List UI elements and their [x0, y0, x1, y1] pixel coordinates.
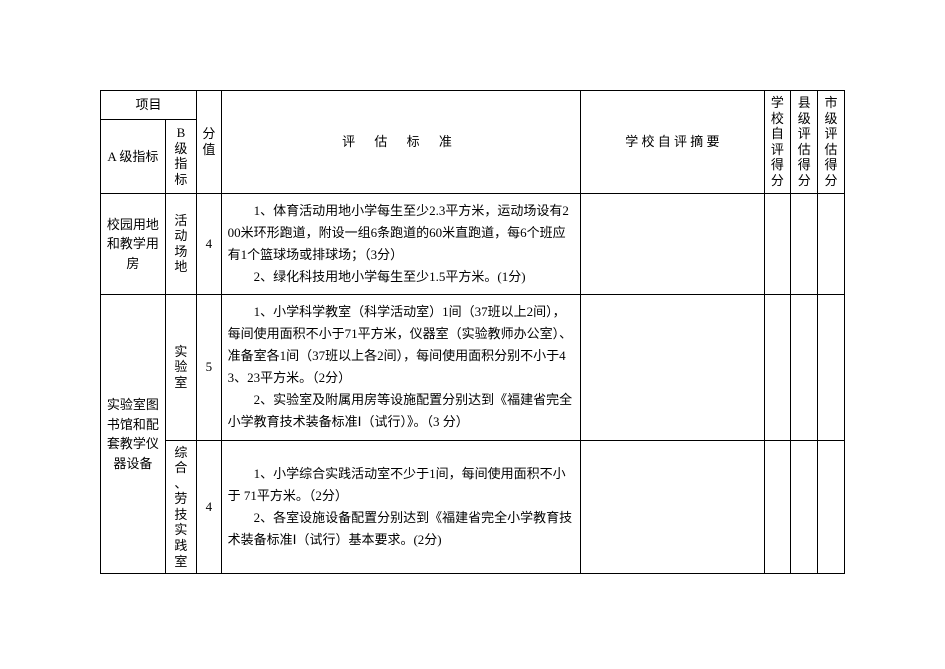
hdr-self-summary: 学 校 自 评 摘 要 — [581, 91, 764, 194]
hdr-county-score: 县级评估得分 — [791, 91, 818, 194]
evaluation-table: 项目 分值 评 估 标 准 学 校 自 评 摘 要 学校自评得分 县级评估得分 … — [100, 90, 845, 574]
self-summary-cell — [581, 193, 764, 294]
school-score-cell — [764, 440, 791, 574]
a-indicator-lab: 实验室图书馆和配套教学仪器设备 — [101, 294, 166, 573]
b-indicator-lab: 实验室 — [165, 294, 196, 440]
criteria-text: 1、小学综合实践活动室不少于1间，每间使用面积不小于 71平方米。（2分） 2、… — [221, 440, 581, 574]
hdr-project: 项目 — [101, 91, 197, 120]
hdr-score: 分值 — [197, 91, 222, 194]
score-value: 4 — [197, 193, 222, 294]
hdr-city-score: 市级评估得分 — [818, 91, 845, 194]
hdr-a-level: A 级指标 — [101, 120, 166, 193]
school-score-cell — [764, 193, 791, 294]
county-score-cell — [791, 440, 818, 574]
hdr-school-score: 学校自评得分 — [764, 91, 791, 194]
b-indicator-activity: 活动场地 — [165, 193, 196, 294]
self-summary-cell — [581, 294, 764, 440]
b-indicator-practice: 综合、劳技实践室 — [165, 440, 196, 574]
self-summary-cell — [581, 440, 764, 574]
a-indicator-campus: 校园用地和教学用房 — [101, 193, 166, 294]
table-row: 实验室图书馆和配套教学仪器设备 实验室 5 1、小学科学教室（科学活动室）1间（… — [101, 294, 845, 440]
header-row-1: 项目 分值 评 估 标 准 学 校 自 评 摘 要 学校自评得分 县级评估得分 … — [101, 91, 845, 120]
hdr-b-level: B级指标 — [165, 120, 196, 193]
table-row: 校园用地和教学用房 活动场地 4 1、体育活动用地小学每生至少2.3平方米，运动… — [101, 193, 845, 294]
score-value: 5 — [197, 294, 222, 440]
city-score-cell — [818, 193, 845, 294]
table-row: 综合、劳技实践室 4 1、小学综合实践活动室不少于1间，每间使用面积不小于 71… — [101, 440, 845, 574]
school-score-cell — [764, 294, 791, 440]
city-score-cell — [818, 294, 845, 440]
county-score-cell — [791, 294, 818, 440]
county-score-cell — [791, 193, 818, 294]
criteria-text: 1、小学科学教室（科学活动室）1间（37班以上2间），每间使用面积不小于71平方… — [221, 294, 581, 440]
hdr-criteria: 评 估 标 准 — [221, 91, 581, 194]
criteria-text: 1、体育活动用地小学每生至少2.3平方米，运动场设有200米环形跑道，附设一组6… — [221, 193, 581, 294]
score-value: 4 — [197, 440, 222, 574]
city-score-cell — [818, 440, 845, 574]
